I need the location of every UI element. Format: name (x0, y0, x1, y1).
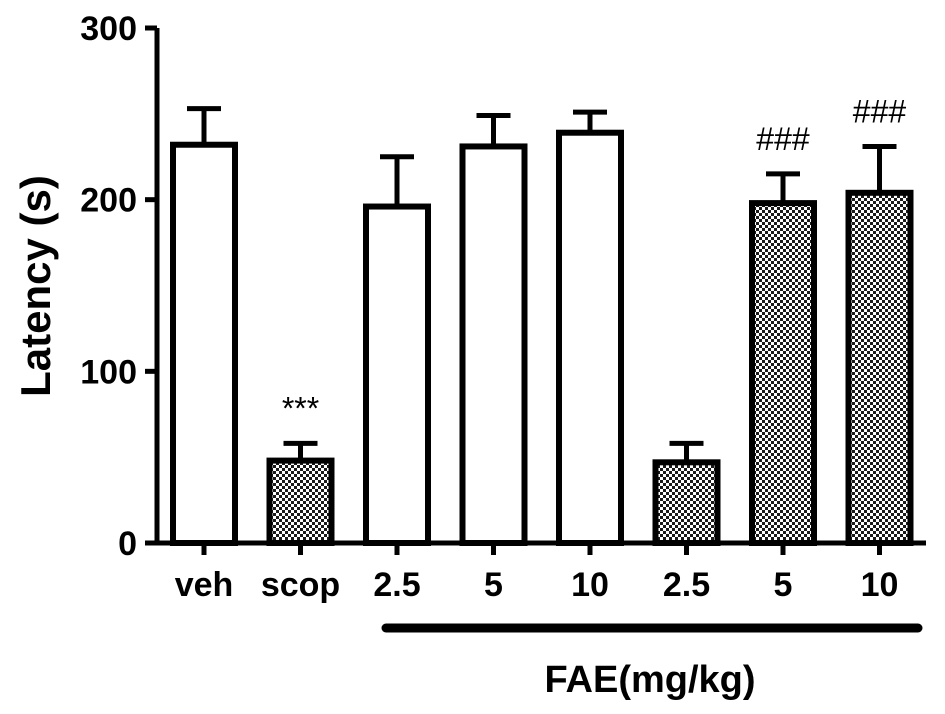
bar-scop-6 (749, 200, 817, 546)
y-tick-label: 0 (118, 525, 137, 563)
y-tick-label: 100 (80, 353, 137, 391)
significance-marker: ### (853, 93, 907, 129)
category-labels: veh scop 2.5 5 10 2.5 5 10 (175, 543, 899, 604)
bars: *** ### ### (170, 93, 914, 547)
significance-marker: *** (282, 390, 319, 426)
y-ticks: 0 100 200 300 (80, 10, 157, 563)
bar-control-3 (459, 143, 528, 546)
bar-control-0 (170, 141, 238, 546)
y-tick-label: 300 (80, 10, 137, 48)
category-label: 5 (774, 566, 793, 604)
significance-marker: ### (756, 121, 810, 157)
y-axis-label: Latency (s) (12, 175, 59, 397)
category-label: 5 (484, 566, 503, 604)
category-label: 2.5 (373, 566, 420, 604)
dose-group: FAE(mg/kg) (381, 623, 923, 701)
y-axis: Latency (s) (12, 28, 160, 543)
bar-scop-7 (845, 189, 914, 547)
category-label: scop (261, 566, 340, 604)
category-label: 10 (861, 566, 899, 604)
group-label: FAE(mg/kg) (544, 659, 755, 701)
category-label: 10 (571, 566, 609, 604)
bar-control-2 (363, 203, 431, 547)
y-tick-label: 200 (80, 182, 137, 220)
bar-control-4 (556, 129, 624, 546)
category-label: 2.5 (663, 566, 710, 604)
bar-scop-1 (266, 457, 335, 547)
category-label: veh (175, 566, 234, 604)
bar-scop-5 (652, 459, 721, 547)
